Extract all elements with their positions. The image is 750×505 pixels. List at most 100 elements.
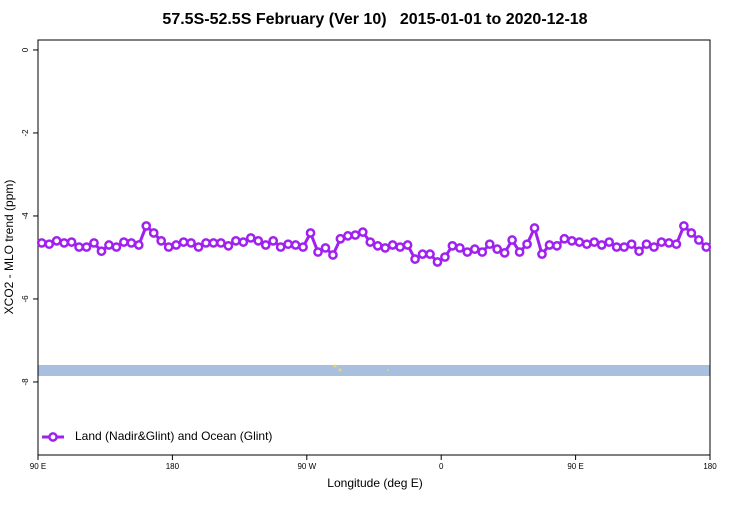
data-point — [186, 238, 196, 248]
data-point — [51, 236, 62, 246]
y-tick-label: -2 — [21, 129, 30, 137]
data-point — [74, 242, 84, 252]
x-tick-label: 90 E — [30, 462, 46, 471]
data-point — [163, 242, 174, 252]
data-point — [462, 247, 473, 257]
data-point — [275, 242, 286, 252]
data-point — [343, 231, 353, 241]
data-point — [104, 240, 114, 250]
data-point — [81, 242, 92, 252]
data-point — [313, 247, 323, 257]
data-point — [290, 240, 301, 250]
map-strip — [38, 365, 710, 376]
data-point — [335, 233, 346, 244]
data-point — [59, 238, 69, 248]
data-point — [357, 227, 368, 237]
data-point — [611, 242, 622, 252]
data-point — [36, 238, 47, 248]
data-point — [111, 242, 122, 252]
data-point — [634, 246, 644, 257]
data-point — [328, 250, 338, 260]
data-point — [268, 236, 279, 246]
data-point — [693, 235, 704, 245]
data-point — [574, 237, 585, 247]
data-point — [148, 228, 159, 238]
data-point — [455, 243, 465, 253]
data-point — [298, 242, 308, 252]
data-point — [432, 257, 443, 267]
map-dot — [338, 368, 342, 372]
data-point — [469, 244, 480, 255]
data-point — [484, 239, 495, 250]
data-point — [171, 240, 181, 250]
data-point — [89, 238, 99, 248]
data-point — [649, 242, 659, 252]
data-point — [350, 230, 361, 240]
data-point — [365, 237, 376, 247]
data-point — [671, 239, 682, 250]
data-point — [522, 239, 532, 250]
data-point — [96, 246, 107, 257]
data-point — [410, 254, 420, 264]
legend-marker — [48, 432, 58, 442]
data-point — [507, 235, 517, 245]
data-point — [119, 237, 129, 247]
x-axis-label: Longitude (deg E) — [327, 476, 422, 490]
y-tick-label: -6 — [21, 295, 30, 303]
data-point — [581, 239, 592, 250]
data-point — [44, 239, 55, 250]
data-point — [701, 242, 712, 252]
data-point — [425, 249, 435, 259]
data-point — [514, 247, 525, 257]
data-point — [245, 233, 256, 243]
y-tick-label: -4 — [21, 212, 30, 220]
data-point — [253, 236, 264, 246]
data-point — [66, 237, 77, 247]
data-point — [156, 236, 167, 246]
x-tick-label: 0 — [439, 462, 444, 471]
x-tick-label: 90 W — [297, 462, 316, 471]
data-point — [402, 240, 413, 250]
data-point — [664, 238, 674, 248]
data-point — [178, 237, 189, 247]
data-point — [133, 240, 144, 250]
chart-title: 57.5S-52.5S February (Ver 10) 2015-01-01… — [162, 11, 587, 28]
data-point — [193, 242, 204, 252]
data-point — [141, 221, 152, 231]
data-point — [216, 238, 226, 248]
data-point — [641, 239, 652, 250]
data-point — [567, 236, 577, 246]
data-point — [126, 238, 137, 248]
data-point — [552, 240, 562, 251]
data-point — [417, 249, 428, 259]
legend-label: Land (Nadir&Glint) and Ocean (Glint) — [75, 429, 272, 443]
data-point — [589, 237, 600, 247]
data-point — [223, 240, 234, 251]
data-point — [320, 243, 331, 253]
data-point — [619, 242, 629, 252]
y-tick-label: 0 — [21, 47, 30, 52]
data-point — [238, 237, 249, 247]
data-point — [499, 248, 510, 258]
data-point — [447, 240, 458, 251]
data-point — [387, 240, 398, 250]
data-point — [477, 247, 488, 257]
data-point — [208, 238, 219, 248]
data-point — [492, 244, 503, 255]
data-point — [372, 240, 383, 251]
data-point — [686, 228, 697, 238]
data-point — [440, 252, 450, 262]
x-tick-label: 90 E — [567, 462, 583, 471]
data-point — [656, 237, 667, 247]
y-axis-label: XCO2 - MLO trend (ppm) — [2, 180, 16, 315]
map-dot — [333, 364, 337, 368]
data-point — [544, 240, 555, 250]
data-point — [260, 240, 271, 250]
data-point — [679, 221, 689, 231]
data-point — [626, 239, 637, 250]
data-point — [529, 223, 540, 233]
data-point — [559, 233, 570, 244]
data-point — [395, 242, 405, 252]
data-point — [537, 249, 547, 259]
